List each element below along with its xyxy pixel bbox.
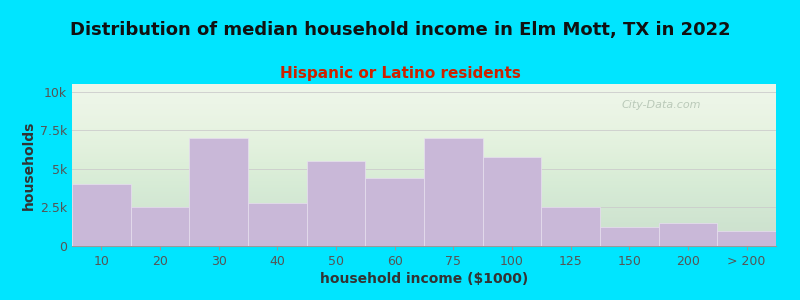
Text: City-Data.com: City-Data.com <box>621 100 701 110</box>
Bar <box>248 203 306 246</box>
Bar <box>190 138 248 246</box>
Bar <box>306 161 366 246</box>
Text: Hispanic or Latino residents: Hispanic or Latino residents <box>279 66 521 81</box>
Bar <box>130 207 190 246</box>
Bar <box>658 223 718 246</box>
Bar <box>542 207 600 246</box>
Bar <box>72 184 130 246</box>
Bar <box>482 157 542 246</box>
Text: Distribution of median household income in Elm Mott, TX in 2022: Distribution of median household income … <box>70 21 730 39</box>
X-axis label: household income ($1000): household income ($1000) <box>320 272 528 286</box>
Bar <box>600 227 658 246</box>
Y-axis label: households: households <box>22 120 36 210</box>
Bar <box>424 138 482 246</box>
Bar <box>718 231 776 246</box>
Bar <box>366 178 424 246</box>
